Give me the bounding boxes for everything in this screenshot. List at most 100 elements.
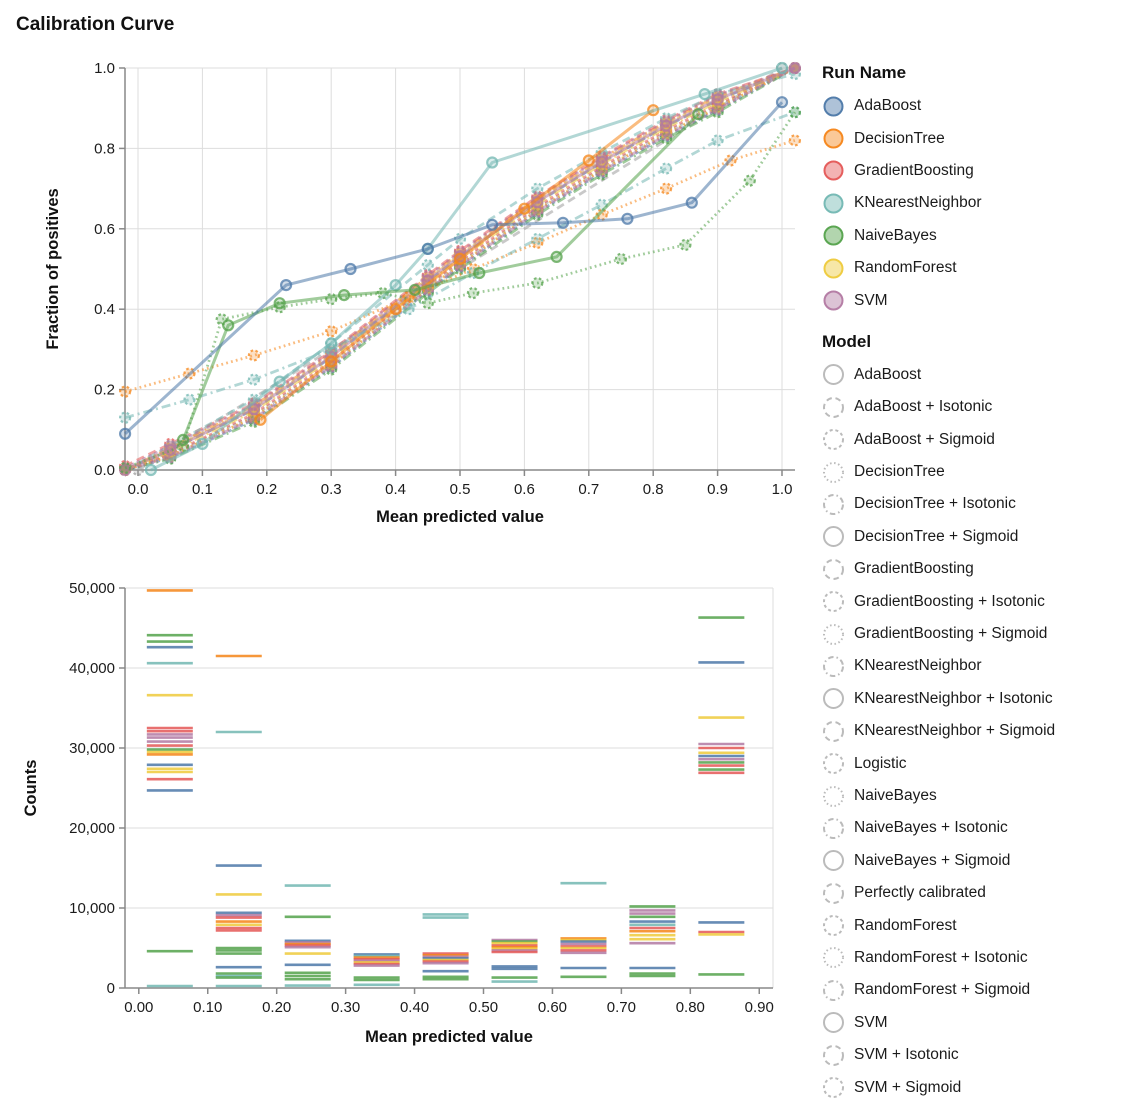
model-dash-circle bbox=[823, 655, 844, 677]
run-color-circle bbox=[823, 225, 844, 246]
legend-item-model-naivebayes: NaiveBayes bbox=[822, 780, 1132, 812]
model-dash-swatch-icon bbox=[823, 882, 844, 904]
legend-label: AdaBoost bbox=[854, 97, 922, 115]
x-tick-label: 0.9 bbox=[707, 481, 728, 498]
y-tick-label: 1.0 bbox=[94, 60, 115, 77]
model-dash-circle bbox=[823, 364, 844, 386]
model-dash-swatch-icon bbox=[823, 850, 844, 872]
x-tick-label: 0.3 bbox=[321, 481, 342, 498]
model-dash-swatch-icon bbox=[823, 364, 844, 386]
series-marker bbox=[247, 373, 260, 386]
series-marker bbox=[183, 393, 196, 406]
x-tick-label: 0.30 bbox=[331, 999, 360, 1016]
model-dash-swatch-icon bbox=[823, 526, 844, 548]
model-dash-circle bbox=[823, 979, 844, 1001]
model-dash-swatch-icon bbox=[823, 493, 844, 515]
model-dash-swatch-icon bbox=[823, 979, 844, 1001]
x-tick-label: 0.50 bbox=[469, 999, 498, 1016]
legend-label: KNearestNeighbor bbox=[854, 194, 982, 212]
x-tick-label: 0.20 bbox=[262, 999, 291, 1016]
legend-item-model-knearestneighbor-sigmoid: KNearestNeighbor + Sigmoid bbox=[822, 715, 1132, 747]
series-marker bbox=[692, 108, 705, 121]
legend-item-model-svm: SVM bbox=[822, 1007, 1132, 1039]
legend-label: DecisionTree bbox=[854, 129, 945, 147]
legend-label: RandomForest bbox=[854, 916, 957, 934]
model-dash-swatch-icon bbox=[823, 623, 844, 645]
series-marker bbox=[421, 242, 434, 255]
legend-label: KNearestNeighbor + Sigmoid bbox=[854, 722, 1056, 740]
series-marker bbox=[743, 174, 756, 187]
series-marker bbox=[389, 279, 402, 292]
y-tick-label: 20,000 bbox=[69, 820, 115, 837]
series-marker bbox=[788, 134, 802, 147]
series-marker bbox=[164, 439, 177, 452]
run-color-circle bbox=[823, 160, 844, 181]
legend-label: DecisionTree + Sigmoid bbox=[854, 527, 1019, 545]
series-marker bbox=[595, 151, 608, 164]
legend-item-run-naivebayes: NaiveBayes bbox=[822, 220, 1132, 252]
calibration-plot: 0.0 0.2 0.4 0.6 0.8 1.0 0.0 0.1 0.2 0.3 0.4 0.5 0.6 0… bbox=[44, 60, 802, 526]
y-tick-label: 40,000 bbox=[69, 660, 115, 677]
legend-label: RandomForest + Sigmoid bbox=[854, 981, 1031, 999]
x-tick-label: 0.6 bbox=[514, 481, 535, 498]
series-marker bbox=[614, 252, 628, 265]
legend-label: SVM bbox=[854, 291, 888, 309]
series-marker bbox=[531, 182, 544, 195]
legend-label: RandomForest + Isotonic bbox=[854, 948, 1028, 966]
series-marker bbox=[118, 427, 132, 440]
series-marker bbox=[338, 289, 351, 302]
legend-label: NaiveBayes + Isotonic bbox=[854, 819, 1008, 837]
legend-label: KNearestNeighbor bbox=[854, 657, 982, 675]
series-marker bbox=[486, 156, 499, 169]
run-color-swatch-icon bbox=[823, 225, 844, 246]
legend-item-model-decisiontree-isotonic: DecisionTree + Isotonic bbox=[822, 488, 1132, 520]
legend-item-run-svm: SVM bbox=[822, 284, 1132, 316]
legend-item-model-adaboost: AdaBoost bbox=[822, 359, 1132, 391]
x-tick-label: 0.40 bbox=[400, 999, 429, 1016]
legend-item-run-adaboost: AdaBoost bbox=[822, 90, 1132, 122]
run-color-swatch-icon bbox=[823, 160, 844, 181]
model-dash-swatch-icon bbox=[823, 817, 844, 839]
series-marker bbox=[698, 87, 711, 101]
series-marker bbox=[273, 297, 286, 310]
series-marker bbox=[421, 270, 434, 283]
model-dash-circle bbox=[823, 720, 844, 742]
series-line bbox=[124, 66, 796, 472]
legend-gap bbox=[822, 317, 1132, 329]
series-marker bbox=[247, 349, 260, 362]
series-marker bbox=[531, 232, 544, 245]
series-marker bbox=[775, 61, 789, 75]
series-marker bbox=[118, 461, 132, 475]
model-dash-swatch-icon bbox=[823, 591, 844, 613]
legend-label: DecisionTree bbox=[854, 463, 945, 481]
model-dash-swatch-icon bbox=[823, 753, 844, 775]
series-marker bbox=[679, 238, 692, 251]
series-marker bbox=[775, 96, 789, 109]
run-color-swatch-icon bbox=[823, 193, 844, 214]
model-dash-circle bbox=[823, 461, 844, 483]
model-dash-circle bbox=[823, 753, 844, 775]
legend-label: SVM + Isotonic bbox=[854, 1046, 959, 1064]
series-marker bbox=[344, 262, 357, 276]
legend-item-model-decisiontree-sigmoid: DecisionTree + Sigmoid bbox=[822, 521, 1132, 553]
legend-item-model-gradientboosting-isotonic: GradientBoosting + Isotonic bbox=[822, 585, 1132, 617]
page-title: Calibration Curve bbox=[16, 14, 175, 35]
legend-label: SVM bbox=[854, 1013, 888, 1031]
series-marker bbox=[659, 182, 673, 195]
run-color-circle bbox=[823, 193, 844, 214]
legend-label: GradientBoosting + Sigmoid bbox=[854, 625, 1048, 643]
x-tick-label: 0.5 bbox=[450, 481, 471, 498]
model-dash-swatch-icon bbox=[823, 429, 844, 451]
series-marker bbox=[685, 196, 698, 209]
x-tick-label: 0.80 bbox=[676, 999, 705, 1016]
legend-label: SVM + Sigmoid bbox=[854, 1078, 962, 1096]
x-tick-label: 0.70 bbox=[607, 999, 636, 1016]
series-marker bbox=[466, 287, 479, 300]
y-axis-title: Counts bbox=[22, 760, 40, 817]
model-dash-circle bbox=[823, 947, 844, 969]
x-tick-label: 0.00 bbox=[124, 999, 153, 1016]
x-tick-label: 0.90 bbox=[745, 999, 774, 1016]
legend-item-model-svm-sigmoid: SVM + Sigmoid bbox=[822, 1071, 1132, 1103]
counts-plot: 0 10,000 20,000 30,000 40,000 50,000 0.00 0.10 0… bbox=[22, 580, 774, 1046]
